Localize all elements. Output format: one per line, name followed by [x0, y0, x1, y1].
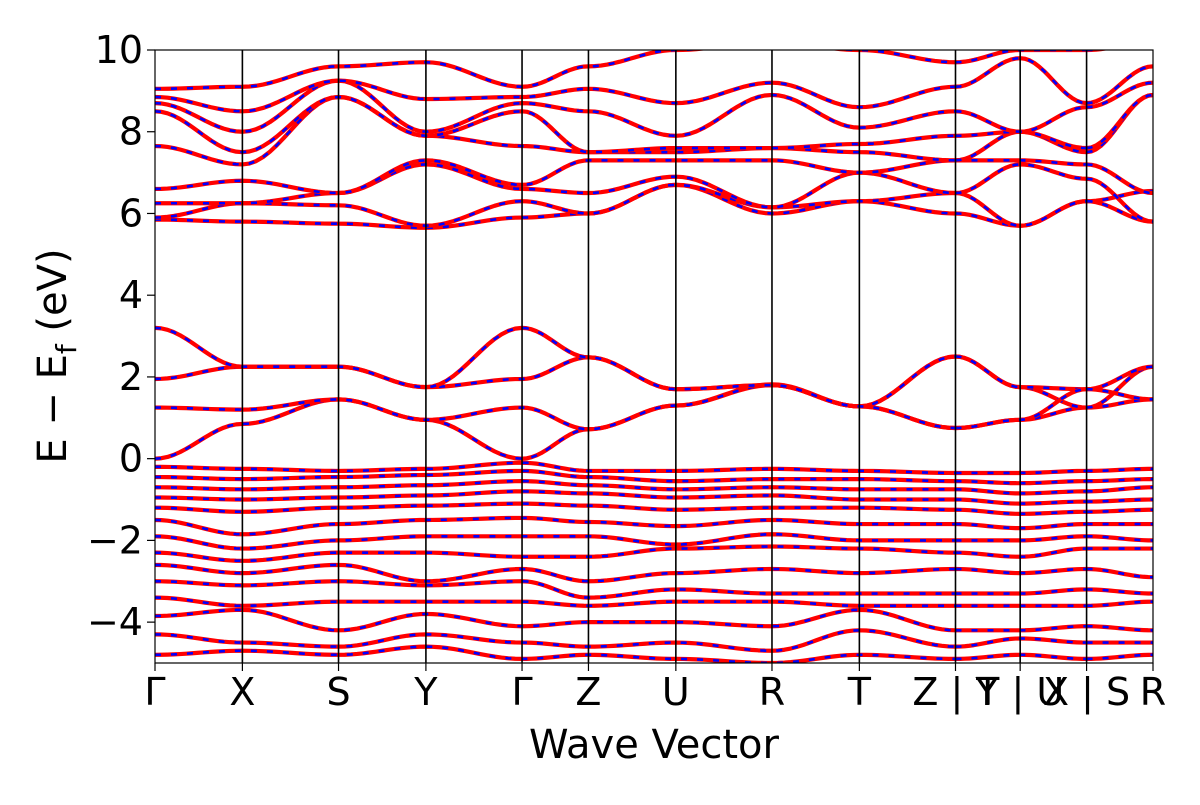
- band-line-blue: [1086, 65, 1153, 105]
- band-line-blue: [155, 95, 956, 154]
- x-tick-label: X: [229, 670, 255, 714]
- band-line-red: [955, 105, 1087, 134]
- band-line-red: [955, 354, 1087, 392]
- band-line-blue: [155, 461, 956, 475]
- band-line-red: [1086, 92, 1153, 151]
- band-line-blue: [155, 596, 956, 608]
- x-tick-label: S: [326, 670, 350, 714]
- band-line-red: [155, 158, 956, 196]
- y-tick-label: 0: [119, 437, 143, 481]
- band-line-red: [155, 78, 956, 138]
- y-tick-label: 4: [119, 273, 143, 317]
- band-line-red: [155, 644, 956, 663]
- band-line-blue: [155, 490, 956, 501]
- band-line-red: [155, 382, 956, 461]
- band-line-blue: [1086, 600, 1153, 608]
- y-axis-label-unit: (eV): [30, 248, 76, 344]
- band-line-blue: [155, 326, 956, 430]
- x-tick-label: Y: [413, 670, 438, 714]
- y-tick-label: −4: [87, 600, 143, 644]
- y-tick-label: 6: [119, 191, 143, 235]
- band-line-blue: [155, 629, 956, 653]
- y-axis-label: E − Ef (eV): [30, 248, 83, 463]
- y-axis-label-sub: f: [50, 343, 83, 354]
- y-axis-label-main: E − E: [30, 354, 76, 464]
- band-line-red: [155, 50, 956, 91]
- x-tick-label: T: [847, 670, 872, 714]
- x-axis-label: Wave Vector: [529, 722, 780, 768]
- band-line-blue: [1086, 365, 1153, 391]
- band-line-blue: [155, 502, 956, 514]
- band-line-blue: [1086, 387, 1153, 401]
- band-line-blue: [1086, 177, 1153, 223]
- band-line-blue: [955, 355, 1087, 391]
- band-line-blue: [155, 95, 956, 166]
- band-line-blue: [1086, 624, 1153, 632]
- x-tick-label: U: [662, 670, 690, 714]
- band-line-blue: [955, 163, 1087, 195]
- band-line-blue: [1086, 535, 1153, 542]
- x-tick-label: Z | Y: [912, 670, 999, 715]
- x-tick-label: T | U: [975, 670, 1064, 715]
- y-tick-label: 10: [95, 28, 143, 72]
- band-line-blue: [955, 50, 1087, 64]
- x-tick-label: Γ: [511, 670, 532, 714]
- band-line-red: [155, 354, 956, 409]
- band-line-blue: [155, 479, 956, 491]
- band-line-blue: [1086, 199, 1153, 223]
- band-line-blue: [1086, 477, 1153, 483]
- band-line-red: [155, 182, 956, 228]
- band-line-blue: [155, 382, 956, 460]
- band-line-blue: [155, 183, 956, 230]
- x-tick-label: Z: [575, 670, 601, 714]
- band-line-blue: [155, 79, 956, 113]
- band-line-blue: [1086, 588, 1153, 595]
- band-line-red: [155, 544, 956, 563]
- band-line-blue: [1086, 485, 1153, 493]
- band-line-blue: [155, 579, 956, 599]
- x-tick-label: R: [1140, 670, 1166, 714]
- band-line-red: [955, 190, 1087, 228]
- band-line-red: [155, 607, 956, 633]
- x-tick-label: X | S: [1043, 670, 1130, 715]
- high-symmetry-lines: [241, 50, 1088, 663]
- band-line-red: [155, 628, 956, 653]
- x-tick-label: R: [759, 670, 785, 714]
- band-line-blue: [1086, 50, 1104, 52]
- band-line-blue: [1086, 81, 1153, 109]
- band-line-blue: [1086, 163, 1153, 195]
- band-line-blue: [955, 56, 1087, 105]
- band-line-blue: [155, 469, 956, 483]
- band-line-blue: [155, 355, 956, 408]
- band-line-blue: [155, 79, 956, 138]
- band-line-blue: [1086, 189, 1153, 203]
- bands-group: [155, 50, 1153, 663]
- y-tick-label: 2: [119, 355, 143, 399]
- band-line-blue: [155, 563, 956, 583]
- y-tick-label: 8: [119, 110, 143, 154]
- band-line-blue: [1086, 653, 1153, 661]
- band-line-blue: [1086, 398, 1153, 409]
- y-axis: −4 −2 0 2 4 6 8 10: [87, 28, 155, 644]
- band-line-blue: [1086, 508, 1153, 514]
- band-line-red: [155, 562, 956, 584]
- band-line-blue: [155, 532, 956, 550]
- band-line-blue: [155, 645, 956, 663]
- band-line-blue: [1086, 467, 1153, 473]
- plot-frame: [154, 49, 1154, 664]
- x-tick-label: Γ: [144, 670, 165, 714]
- band-line-red: [1086, 50, 1110, 53]
- y-tick-label: −2: [87, 518, 143, 562]
- band-line-blue: [1086, 498, 1153, 503]
- band-line-blue: [155, 516, 956, 536]
- band-line-red: [155, 162, 956, 210]
- band-line-blue: [155, 545, 956, 563]
- band-line-blue: [1086, 567, 1153, 579]
- band-line-red: [955, 162, 1087, 196]
- band-line-blue: [955, 130, 1087, 150]
